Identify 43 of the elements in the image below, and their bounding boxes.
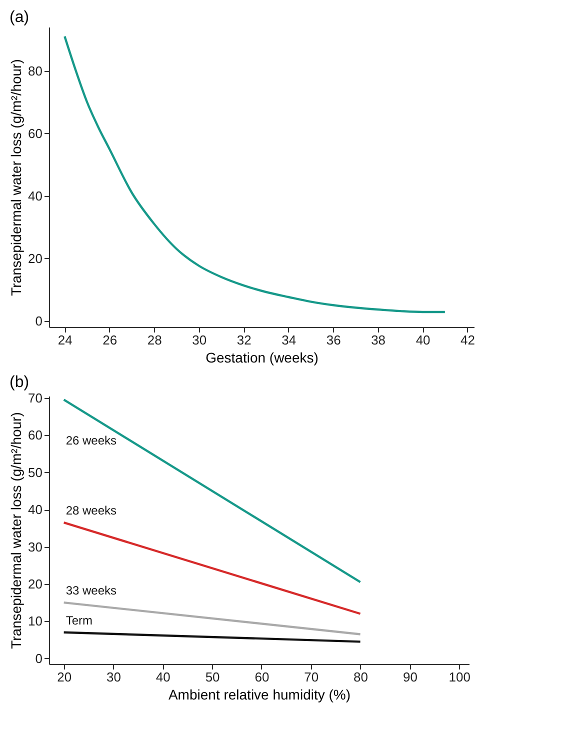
y-tick-label: 0 [35,313,42,328]
y-tick-label: 0 [35,650,42,666]
x-tick-label: 24 [58,332,72,348]
chart-title: (a) [10,9,30,26]
series-label: Term [66,613,92,628]
x-axis-title: Ambient relative humidity (%) [168,686,351,702]
y-tick-label: 20 [28,576,42,592]
x-tick-label: 80 [354,670,368,684]
series-label: 33 weeks [66,584,117,598]
x-tick-label: 38 [371,332,386,348]
x-tick-label: 42 [460,332,476,348]
x-tick-label: 28 [147,332,162,348]
x-tick-label: 20 [57,670,72,684]
x-tick-label: 26 [102,332,118,348]
x-tick-label: 100 [448,670,470,684]
x-tick-label: 60 [254,670,270,684]
y-tick-label: 20 [28,250,42,266]
y-tick-label: 70 [28,390,42,406]
series-label: 26 weeks [66,434,117,448]
y-tick-label: 40 [28,188,42,204]
x-tick-label: 30 [106,670,121,684]
line-series [64,35,446,314]
y-tick-label: 40 [28,502,42,518]
y-tick-label: 60 [28,428,42,443]
y-tick-label: 80 [28,63,42,78]
x-tick-label: 40 [416,332,430,348]
x-tick-label: 90 [402,670,418,684]
y-tick-label: 10 [28,614,42,629]
x-tick-label: 70 [304,670,319,684]
x-axis-title: Gestation (weeks) [206,350,318,366]
x-tick-label: 30 [192,332,207,348]
y-tick-label: 50 [28,464,42,480]
x-tick-label: 36 [326,332,341,348]
x-tick-label: 50 [205,670,220,684]
y-axis-title: Transepidermal water loss (g/m²/hour) [8,59,24,296]
series-label: 28 weeks [66,504,117,518]
y-axis-title: Transepidermal water loss (g/m²/hour) [8,412,24,649]
y-tick-label: 60 [28,126,42,141]
x-tick-label: 34 [282,332,296,348]
y-tick-label: 30 [28,539,42,554]
x-tick-label: 32 [236,332,252,348]
x-tick-label: 40 [156,670,170,684]
chart-title: (b) [10,374,30,391]
